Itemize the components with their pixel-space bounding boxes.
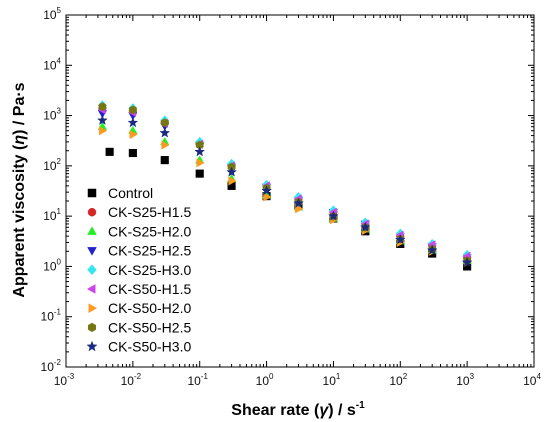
data-point [98, 102, 107, 112]
x-tick-label: 102 [389, 372, 407, 388]
x-tick-label: 100 [256, 372, 274, 388]
y-tick-label: 102 [43, 157, 61, 173]
x-tick-label: 10-3 [54, 372, 75, 388]
x-tick-label: 10-2 [121, 372, 142, 388]
x-axis: 10-3 10-2 10-1 100 101 102 103 104 [54, 15, 541, 388]
legend-marker [86, 284, 96, 294]
legend-label: CK-S50-H3.0 [108, 339, 191, 355]
plot-frame [65, 14, 535, 368]
legend-marker [88, 303, 98, 314]
x-axis-title: Shear rate (γ̇) / s-1 [231, 400, 365, 419]
data-point [359, 221, 371, 232]
legend-marker [86, 340, 98, 352]
series-CK-S50-H3.0 [97, 114, 473, 267]
legend: Control CK-S25-H1.5 CK-S25-H2.0 CK-S25-H2.5… [86, 185, 191, 355]
data-point [127, 117, 139, 128]
data-point [161, 140, 170, 150]
plot-area [65, 14, 535, 368]
x-tick-label: 101 [323, 372, 341, 388]
y-tick-label: 103 [43, 107, 61, 123]
y-tick-label: 100 [43, 257, 61, 273]
data-point [295, 204, 304, 214]
data-point [196, 158, 205, 168]
data-point [105, 147, 114, 156]
y-axis: 10-2 10-1 100 101 102 103 104 105 [41, 6, 534, 374]
legend-label: CK-S25-H3.0 [108, 262, 191, 278]
legend-marker [87, 264, 97, 276]
legend-marker [87, 322, 97, 333]
legend-label: CK-S25-H2.5 [108, 243, 191, 259]
data-point [226, 166, 237, 177]
series-CK-S50-H2.5 [98, 102, 472, 266]
data-point [328, 210, 339, 221]
data-point [261, 185, 272, 196]
y-tick-label: 105 [43, 6, 61, 22]
data-point [128, 148, 137, 158]
legend-marker [87, 207, 97, 217]
data-point [461, 256, 473, 267]
x-tick-label: 104 [523, 372, 541, 388]
legend-label: CK-S50-H2.0 [108, 300, 191, 316]
y-tick-label: 101 [43, 207, 61, 223]
data-point [159, 127, 171, 138]
y-tick-label: 104 [43, 56, 61, 72]
legend-marker [87, 247, 97, 256]
data-point [160, 156, 169, 165]
data-point [129, 129, 138, 140]
legend-label: Control [108, 185, 153, 201]
data-point [426, 244, 438, 255]
legend-marker [87, 188, 97, 198]
y-tick-label: 10-1 [41, 308, 62, 324]
data-point [128, 105, 137, 115]
data-point [99, 126, 108, 136]
legend-label: CK-S25-H2.0 [108, 223, 191, 239]
data-point [228, 176, 237, 186]
data-point [293, 197, 304, 208]
legend-label: CK-S50-H1.5 [108, 281, 191, 297]
y-tick-label: 10-2 [41, 358, 62, 374]
data-point [160, 118, 169, 128]
legend-marker [87, 226, 97, 235]
data-point [195, 169, 204, 178]
data-point [394, 234, 406, 245]
legend-label: CK-S25-H1.5 [108, 204, 191, 220]
data-point [263, 192, 272, 202]
legend-label: CK-S50-H2.5 [108, 319, 191, 335]
x-tick-label: 10-1 [187, 372, 208, 388]
y-axis-title: Apparent viscosity (η) / Pa·s [11, 82, 28, 297]
data-point [194, 146, 206, 157]
data-point [97, 114, 108, 125]
x-tick-label: 103 [456, 372, 474, 388]
